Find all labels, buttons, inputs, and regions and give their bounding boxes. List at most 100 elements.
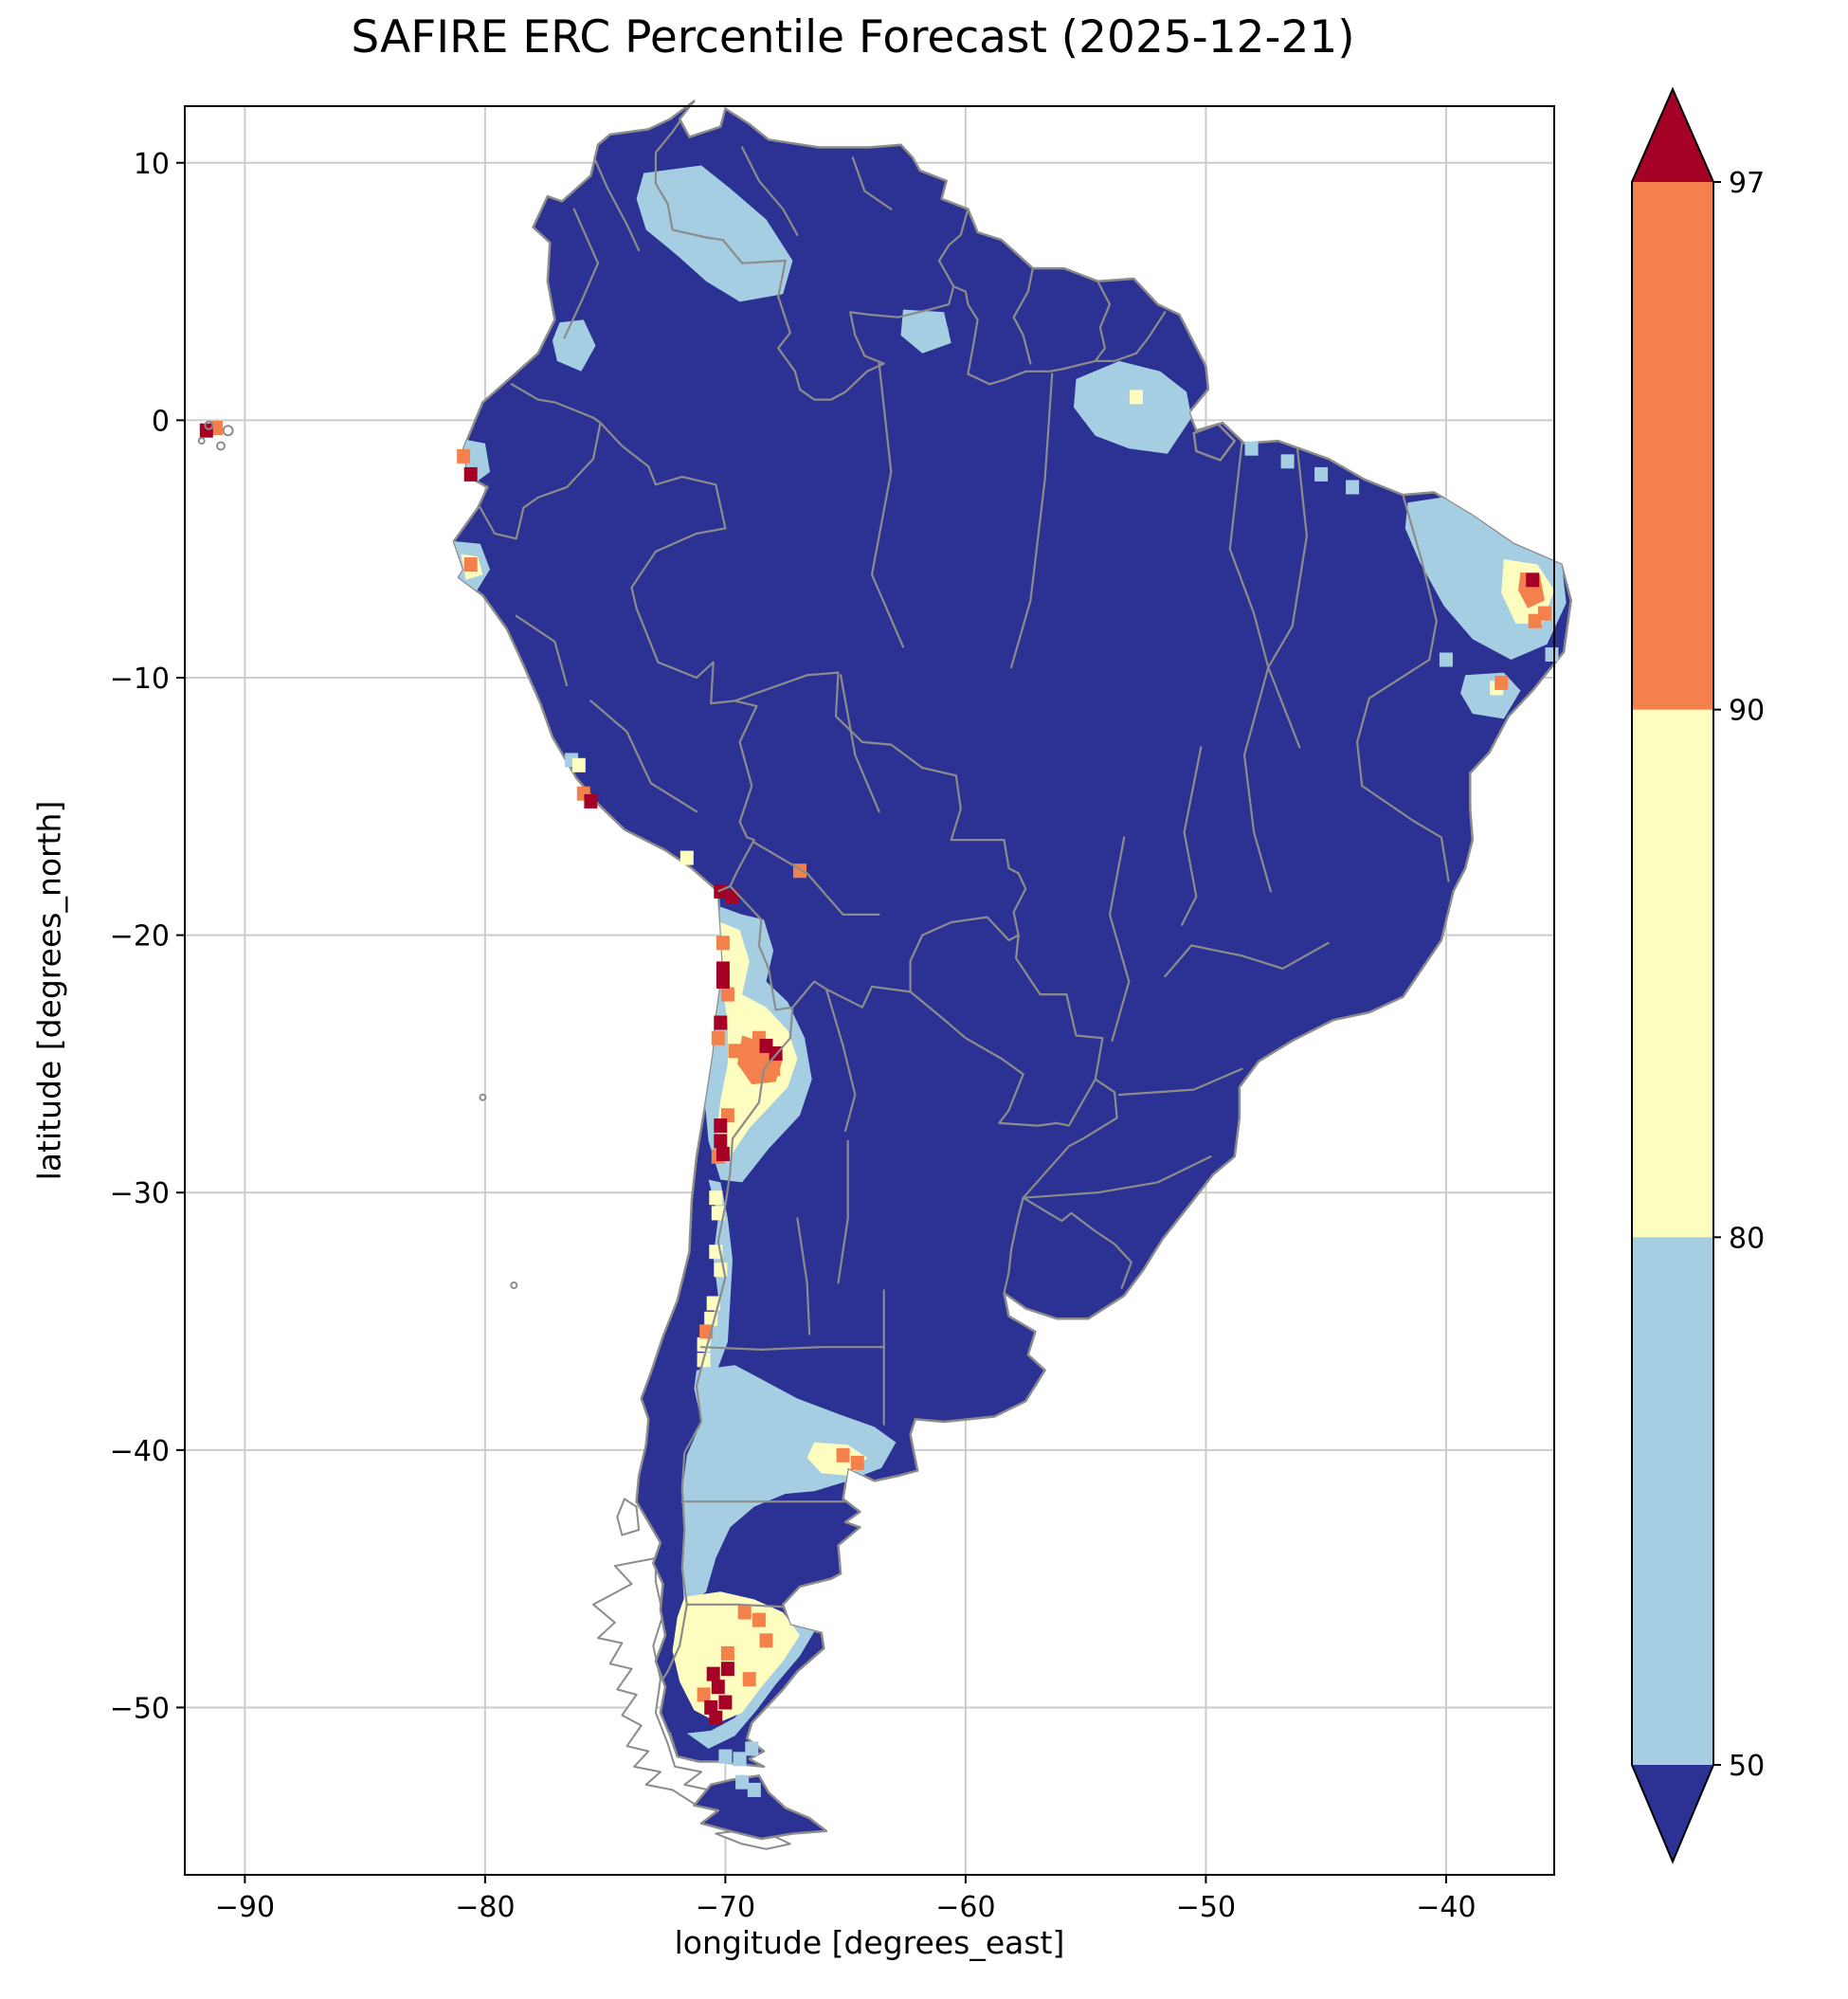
region-patagonia-north xyxy=(681,1365,897,1610)
border-line xyxy=(599,422,727,530)
border-line xyxy=(798,208,969,401)
region-patagonia-south-yellow xyxy=(672,1591,800,1723)
cell-80-90 xyxy=(709,1190,723,1206)
border-line xyxy=(1003,1196,1024,1295)
border-line xyxy=(1118,1067,1243,1097)
island-dot xyxy=(510,1281,518,1289)
cell-97+ xyxy=(463,466,478,482)
landmass xyxy=(452,100,1572,1841)
border-line xyxy=(1022,1155,1212,1199)
fjord-coastlines xyxy=(592,1498,791,1850)
border-line xyxy=(909,990,1024,1124)
border-line xyxy=(1022,1078,1118,1199)
cell-50-80 xyxy=(745,1741,759,1756)
x-tick-label: −80 xyxy=(455,1891,515,1924)
cell-97+ xyxy=(706,1666,720,1681)
border-line xyxy=(515,614,569,687)
border-line xyxy=(824,988,857,1133)
border-line xyxy=(1228,442,1270,669)
border-line xyxy=(716,700,758,893)
y-tick-label: 0 xyxy=(152,405,170,438)
cell-97+ xyxy=(718,1695,733,1710)
colorbar-under-arrow xyxy=(1632,1765,1713,1862)
border-line xyxy=(1010,373,1054,669)
y-tick-label: −40 xyxy=(110,1435,170,1468)
border-line xyxy=(589,149,641,252)
border-line xyxy=(729,884,777,1011)
cell-80-90 xyxy=(711,1206,725,1221)
border-line xyxy=(870,362,905,648)
cell-90-97 xyxy=(1495,675,1509,690)
border-line xyxy=(630,527,736,705)
y-tick-label: −30 xyxy=(110,1177,170,1210)
cell-90-97 xyxy=(463,557,478,572)
plot-frame xyxy=(184,105,1555,1876)
border-line xyxy=(1402,494,1438,662)
cell-90-97 xyxy=(742,1672,756,1687)
cell-50-80 xyxy=(735,1774,750,1790)
border-line xyxy=(1181,746,1203,926)
cell-90-97 xyxy=(720,1645,734,1661)
border-line xyxy=(734,671,1027,936)
cell-80-90 xyxy=(571,757,586,772)
fjord-outline xyxy=(616,1498,641,1536)
border-line xyxy=(1242,666,1272,893)
cell-90-97 xyxy=(850,1455,864,1470)
border-line xyxy=(952,285,1167,386)
x-axis-label: longitude [degrees_east] xyxy=(674,1924,1065,1961)
cell-90-97 xyxy=(759,1633,773,1648)
cell-50-80 xyxy=(1314,466,1329,482)
border-line xyxy=(1015,934,1104,1081)
cell-50-80 xyxy=(1346,480,1360,495)
border-line xyxy=(741,146,799,236)
cell-90-97 xyxy=(716,936,730,951)
border-line xyxy=(752,841,880,916)
border-line xyxy=(837,1139,849,1284)
cell-90-97 xyxy=(836,1447,850,1463)
cell-97+ xyxy=(720,1662,734,1677)
cell-90-97 xyxy=(711,1030,725,1045)
cell-97+ xyxy=(714,1134,728,1149)
percentile-cells xyxy=(199,328,1559,1797)
y-tick-label: −10 xyxy=(110,663,170,696)
cell-90-97 xyxy=(457,448,471,463)
island-dot xyxy=(216,441,226,451)
x-tick-label: −50 xyxy=(1176,1891,1236,1924)
island-dot xyxy=(222,425,234,437)
cell-97+ xyxy=(199,423,213,438)
island-dot xyxy=(197,437,206,445)
cell-97+ xyxy=(714,1015,728,1030)
colorbar-over-arrow xyxy=(1632,89,1713,182)
cell-50-80 xyxy=(1280,454,1295,469)
border-line xyxy=(654,100,802,391)
cell-90-97 xyxy=(728,1044,742,1059)
cell-97+ xyxy=(726,889,739,904)
cell-50-80 xyxy=(1439,652,1453,667)
colorbar-segment xyxy=(1632,709,1713,1239)
cell-97+ xyxy=(584,793,598,809)
x-tick-label: −60 xyxy=(935,1891,995,1924)
border-line xyxy=(1361,785,1450,882)
region-roraima-guyana xyxy=(900,309,951,354)
border-line xyxy=(1356,658,1431,788)
border-line xyxy=(1267,445,1308,669)
border-line xyxy=(1164,941,1330,978)
cell-97+ xyxy=(714,1118,728,1134)
border-line xyxy=(510,383,602,425)
y-tick-label: −50 xyxy=(110,1692,170,1725)
island-dot xyxy=(204,420,214,430)
region-amapa-amazon-mouth xyxy=(1074,360,1192,454)
x-tick-label: −70 xyxy=(696,1891,755,1924)
border-line xyxy=(1108,836,1131,1043)
fjord-outline xyxy=(592,1556,710,1807)
axis-ticks: −90 −80 −70 −60 −50 −40 10 0 −10 −20 −30 −40 −50 xyxy=(110,148,1477,1924)
colorbar-tick-label: 80 xyxy=(1729,1222,1765,1255)
cell-80-90 xyxy=(1129,390,1143,405)
y-tick-label: 10 xyxy=(134,148,170,181)
cell-90-97 xyxy=(697,1687,711,1702)
border-line xyxy=(685,1603,789,1608)
colorbar-tick-label: 90 xyxy=(1729,695,1765,728)
border-line xyxy=(479,422,602,540)
border-line xyxy=(851,156,893,210)
colorbar-segment xyxy=(1632,1237,1713,1766)
